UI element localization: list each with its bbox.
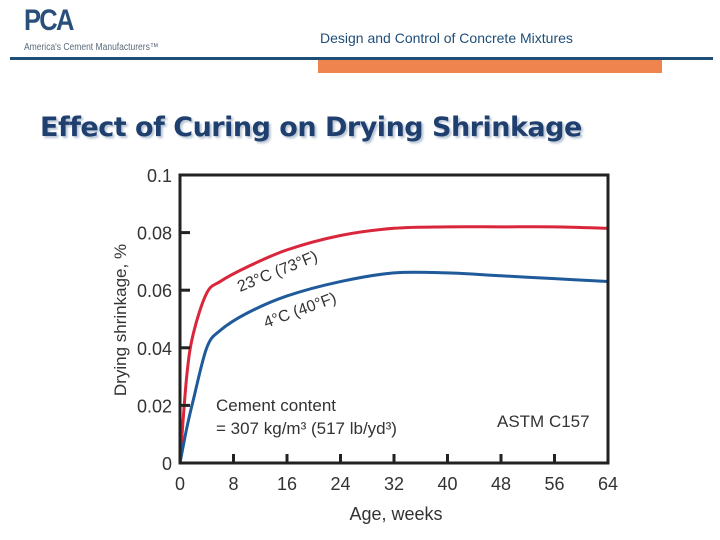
pca-logo: PCA America's Cement Manufacturers™ (22, 4, 192, 56)
astm-label: ASTM C157 (497, 412, 590, 431)
series-line-1 (178, 270, 609, 464)
y-axis-label: Drying shrinkage, % (111, 244, 130, 396)
x-tick-label: 40 (437, 474, 457, 494)
x-tick-label: 24 (330, 474, 350, 494)
x-tick-label: 48 (491, 474, 511, 494)
y-tick-label: 0.04 (137, 339, 172, 359)
y-tick-label: 0.06 (137, 281, 172, 301)
x-tick-label: 16 (277, 474, 297, 494)
slide-title: Effect of Curing on Drying Shrinkage (40, 112, 582, 143)
x-tick-label: 64 (598, 474, 618, 494)
cement-content-label: Cement content (216, 396, 336, 415)
y-tick-label: 0.1 (147, 166, 172, 186)
x-tick-label: 56 (544, 474, 564, 494)
header-title: Design and Control of Concrete Mixtures (320, 30, 573, 46)
series-label-4c: 4°C (40°F) (262, 290, 339, 332)
x-tick-label: 8 (228, 474, 238, 494)
y-tick-label: 0.02 (137, 396, 172, 416)
x-tick-label: 32 (384, 474, 404, 494)
logo-text: PCA (24, 4, 74, 37)
y-tick-label: 0.08 (137, 224, 172, 244)
accent-bar (318, 60, 662, 73)
y-tick-label: 0 (162, 454, 172, 474)
logo-tagline: America's Cement Manufacturers™ (24, 42, 159, 53)
x-tick-label: 0 (175, 474, 185, 494)
header-rule (10, 57, 713, 60)
cement-content-value: = 307 kg/m³ (517 lb/yd³) (216, 419, 397, 438)
x-axis-label: Age, weeks (349, 504, 442, 524)
series-line-0 (178, 225, 609, 464)
